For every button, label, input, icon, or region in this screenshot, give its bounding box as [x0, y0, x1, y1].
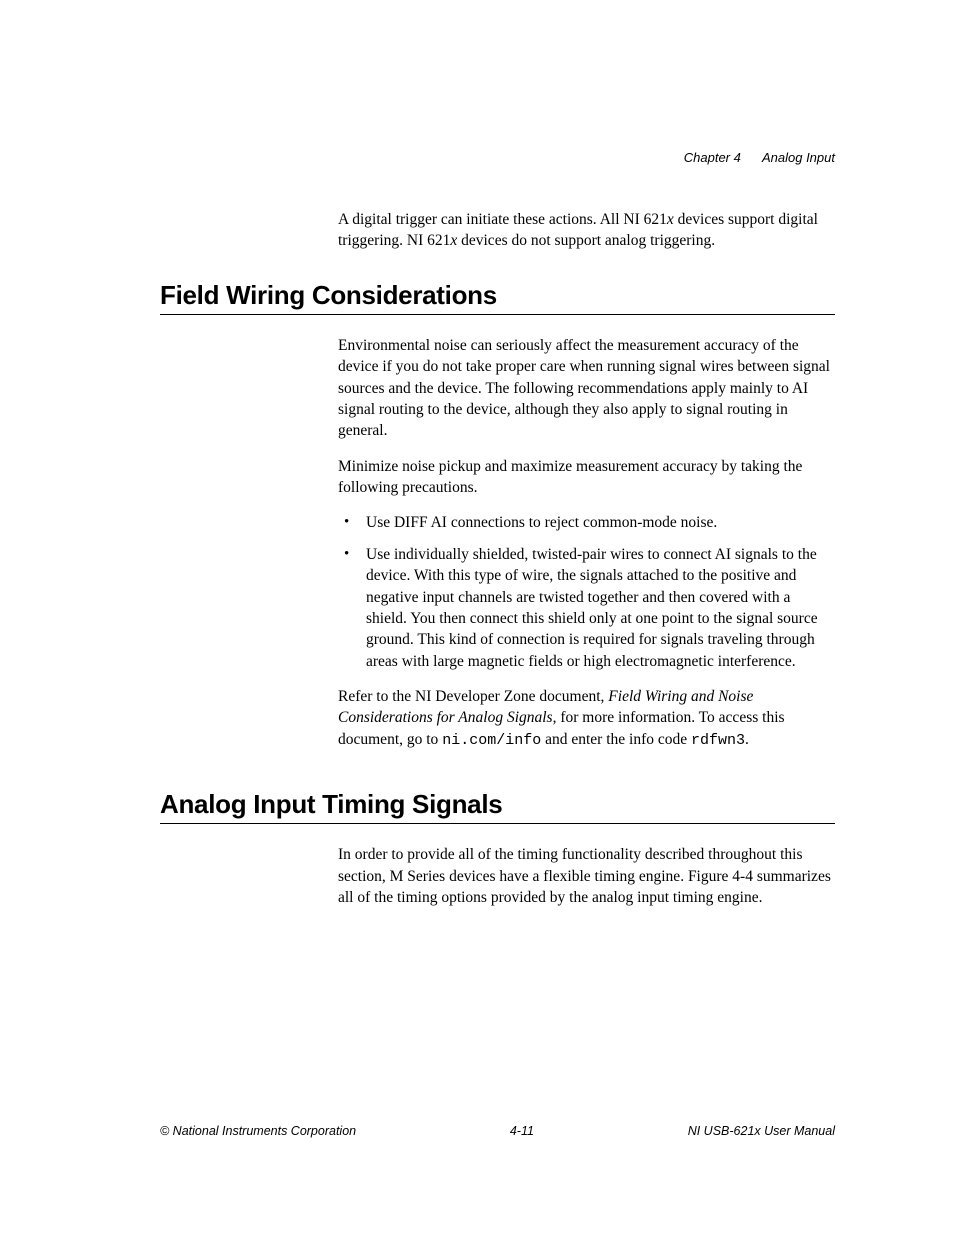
- section1-p2: Minimize noise pickup and maximize measu…: [338, 456, 835, 499]
- section1-bullet-list: Use DIFF AI connections to reject common…: [338, 512, 835, 672]
- p3-mono-code: rdfwn3: [691, 732, 745, 749]
- list-item: Use DIFF AI connections to reject common…: [338, 512, 835, 533]
- section1-body: Environmental noise can seriously affect…: [338, 335, 835, 752]
- list-item: Use individually shielded, twisted-pair …: [338, 544, 835, 672]
- section2-p1: In order to provide all of the timing fu…: [338, 844, 835, 908]
- footer-copyright: © National Instruments Corporation: [160, 1124, 356, 1138]
- intro-text-c: devices do not support analog triggering…: [457, 232, 715, 249]
- section-heading-analog-input-timing: Analog Input Timing Signals: [160, 789, 835, 824]
- chapter-number: Chapter 4: [684, 150, 741, 165]
- section2-body: In order to provide all of the timing fu…: [338, 844, 835, 908]
- chapter-title: Analog Input: [762, 150, 835, 165]
- running-header: Chapter 4 Analog Input: [160, 150, 835, 165]
- footer-manual-title: NI USB-621x User Manual: [688, 1124, 835, 1138]
- p3-text-d: .: [745, 731, 749, 748]
- p3-text-a: Refer to the NI Developer Zone document,: [338, 688, 608, 705]
- intro-paragraph: A digital trigger can initiate these act…: [338, 209, 835, 252]
- footer-page-number: 4-11: [510, 1124, 534, 1138]
- intro-italic-1: x: [667, 211, 674, 228]
- p3-mono-url: ni.com/info: [442, 732, 541, 749]
- page-footer: © National Instruments Corporation 4-11 …: [160, 1124, 835, 1138]
- section-heading-field-wiring: Field Wiring Considerations: [160, 280, 835, 315]
- intro-text-a: A digital trigger can initiate these act…: [338, 211, 667, 228]
- p3-text-c: and enter the info code: [541, 731, 691, 748]
- section1-p1: Environmental noise can seriously affect…: [338, 335, 835, 442]
- section1-p3: Refer to the NI Developer Zone document,…: [338, 686, 835, 751]
